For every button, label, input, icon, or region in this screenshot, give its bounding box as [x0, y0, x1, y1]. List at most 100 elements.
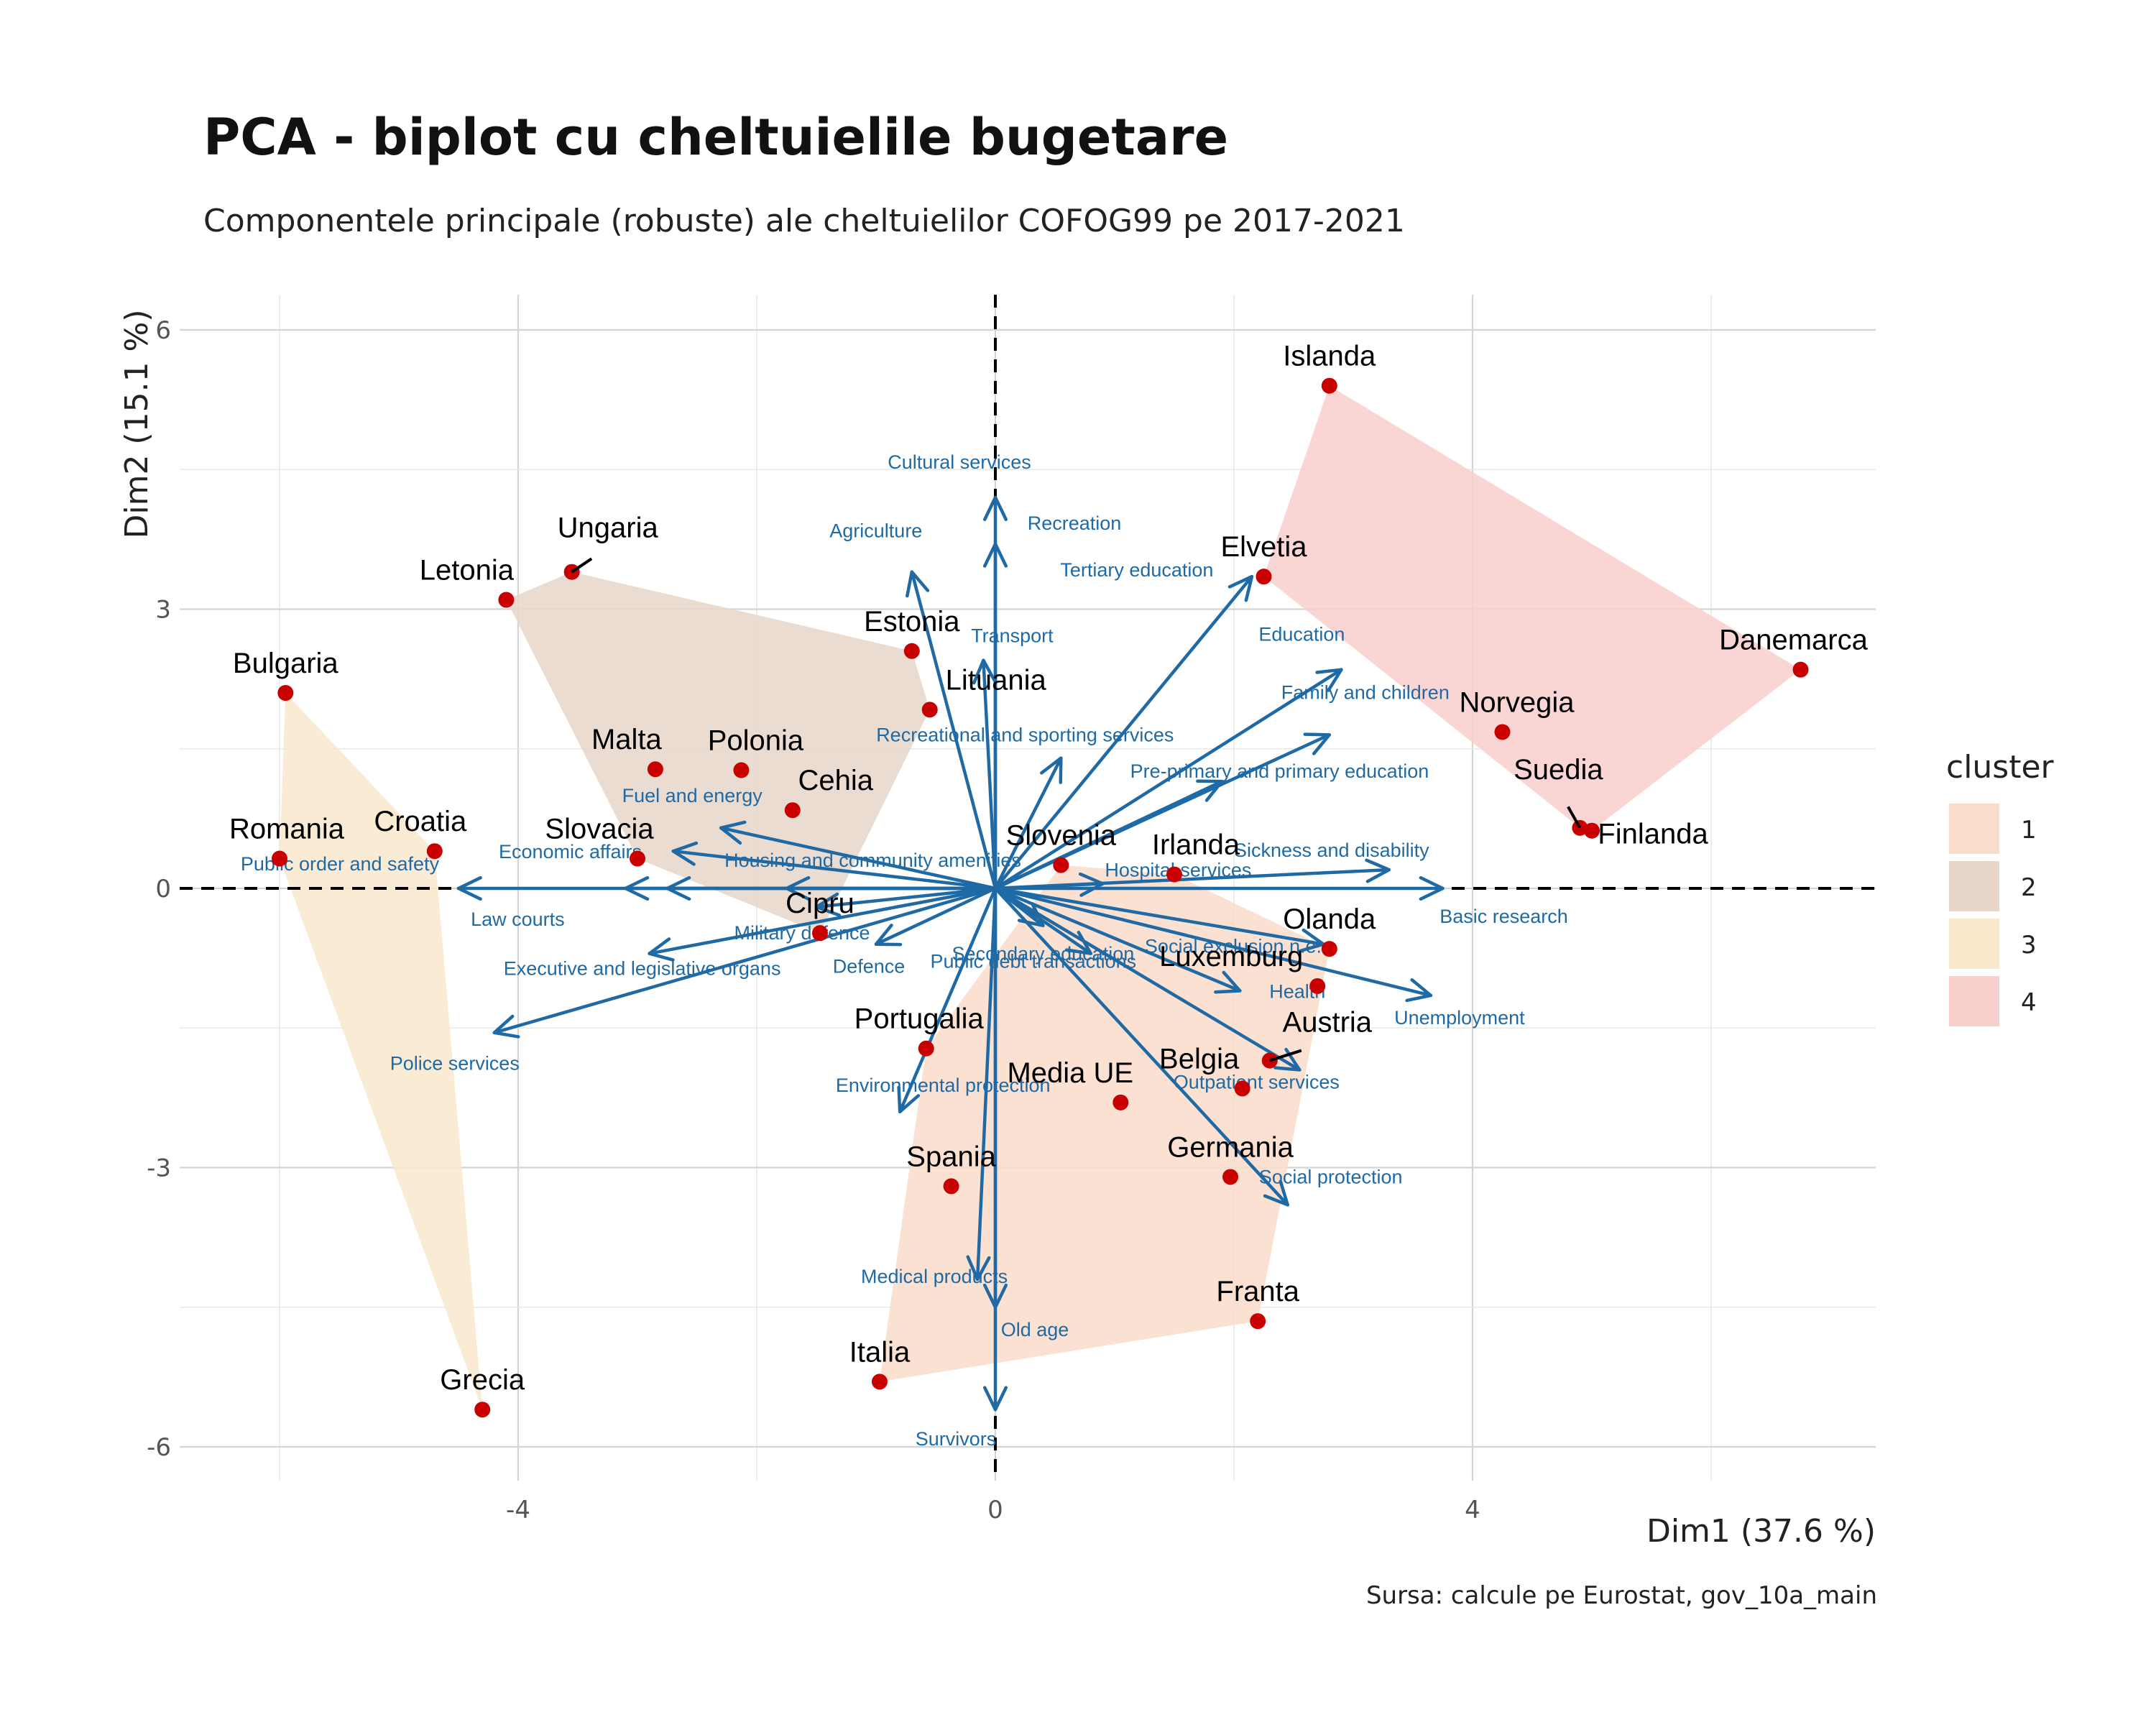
arrow-head — [874, 924, 903, 947]
country-point — [1584, 822, 1600, 839]
arrow-head — [719, 820, 747, 845]
arrow-head — [982, 495, 1008, 521]
variable-label: Old age — [1001, 1319, 1069, 1340]
country-label: Finlanda — [1598, 819, 1708, 850]
legend-key-3 — [1949, 919, 1999, 969]
arrow-shaft — [993, 756, 1063, 891]
arrow-head — [1196, 779, 1224, 802]
cluster-hulls — [280, 385, 1801, 1410]
country-label: Olanda — [1283, 903, 1376, 935]
country-point — [647, 761, 663, 778]
y-tick-label: 0 — [155, 875, 171, 903]
country-label: Media UE — [1007, 1057, 1133, 1089]
variable-label: Tertiary education — [1060, 559, 1213, 581]
arrow-shaft — [993, 779, 1224, 891]
country-point — [277, 685, 294, 702]
legend-label: 3 — [2021, 931, 2037, 960]
y-tick-label: -3 — [147, 1154, 171, 1183]
arrow-shaft — [898, 886, 998, 1114]
country-point — [871, 1374, 888, 1390]
arrow-head — [1040, 756, 1063, 784]
country-point — [1321, 377, 1337, 394]
arrow-shaft — [993, 886, 1433, 998]
country-point — [272, 850, 287, 867]
variable-label: Police services — [390, 1053, 520, 1075]
country-point — [1222, 1169, 1239, 1185]
variable-label: Survivors — [916, 1428, 997, 1450]
arrow-head — [897, 1085, 921, 1114]
country-point — [1250, 1313, 1266, 1330]
country-point — [918, 1040, 934, 1057]
country-point — [1166, 866, 1182, 883]
country-label: Grecia — [440, 1364, 525, 1396]
arrow-head — [1405, 978, 1433, 1003]
country-labels: Islanda Elvetia Danemarca Norvegia Suedia Fin… — [229, 341, 1869, 1396]
country-label: Italia — [849, 1336, 911, 1368]
variable-label: Environmental protection — [836, 1075, 1051, 1096]
arrow-head — [972, 658, 998, 685]
arrow-shaft — [993, 868, 1391, 891]
variable-label: Education — [1258, 624, 1345, 645]
arrow-shaft — [993, 886, 1302, 1072]
arrow-head — [671, 841, 699, 866]
country-label: Luxemburg — [1159, 941, 1303, 972]
country-point — [474, 1402, 491, 1418]
legend: cluster 1 2 3 4 — [1946, 749, 2055, 1026]
arrow-shaft — [993, 886, 1289, 1207]
country-label: Belgia — [1159, 1043, 1240, 1075]
arrow-shaft — [993, 668, 1343, 891]
arrow-head — [982, 1386, 1008, 1412]
country-label: Islanda — [1283, 341, 1376, 372]
country-point — [498, 592, 515, 608]
y-tick-label: 3 — [155, 596, 171, 625]
arrow-shaft — [814, 886, 998, 909]
tick-labels: -4 0 4 -6 -3 0 3 6 — [147, 316, 1480, 1524]
variable-label: Basic research — [1439, 906, 1568, 927]
variable-label: Economic affairs — [499, 841, 642, 862]
country-label: Spania — [906, 1141, 996, 1172]
chart-caption: Sursa: calcule pe Eurostat, gov_10a_main — [1365, 1581, 1877, 1610]
country-point — [1234, 1080, 1250, 1097]
chart-title: PCA - biplot cu cheltuielile bugetare — [203, 108, 1229, 167]
legend-label: 1 — [2021, 816, 2037, 845]
variable-label: Executive and legislative organs — [504, 958, 781, 980]
variable-arrows — [456, 495, 1445, 1412]
country-label: Germania — [1167, 1131, 1294, 1163]
x-axis-title: Dim1 (37.6 %) — [1646, 1513, 1876, 1550]
arrow-head — [492, 1014, 520, 1039]
arrow-head — [966, 1255, 991, 1282]
arrow-head — [982, 542, 1008, 568]
variable-label: Transport — [971, 625, 1054, 647]
arrow-head — [648, 937, 675, 962]
arrow-head — [814, 892, 842, 917]
variable-label: Secondary education — [952, 943, 1135, 965]
cluster-hull-4 — [1263, 385, 1801, 831]
country-label: Ungaria — [558, 512, 659, 544]
arrow-shaft — [982, 658, 998, 891]
country-point — [903, 643, 920, 659]
arrow-shaft — [492, 886, 998, 1034]
country-point — [1256, 569, 1272, 585]
variable-label: Defence — [833, 956, 906, 978]
legend-label: 2 — [2021, 873, 2037, 902]
country-label: Malta — [591, 724, 663, 755]
arrow-head — [1263, 1179, 1289, 1207]
country-point — [426, 843, 443, 860]
country-point — [811, 925, 828, 942]
arrow-shaft — [648, 886, 998, 955]
country-label: Irlanda — [1152, 829, 1240, 861]
arrow-shaft — [874, 886, 998, 946]
variable-label: Agriculture — [829, 520, 922, 542]
country-point — [943, 1178, 959, 1195]
variable-label: Social exclusion n.e.c. — [1145, 936, 1337, 957]
legend-key-1 — [1949, 804, 1999, 854]
country-label: Austria — [1283, 1007, 1373, 1039]
legend-label: 4 — [2021, 988, 2037, 1017]
country-label: Estonia — [864, 606, 960, 638]
country-label: Portugalia — [854, 1003, 985, 1035]
arrow-shaft — [993, 574, 1254, 891]
country-label: Franta — [1216, 1276, 1299, 1307]
arrow-head — [906, 570, 930, 598]
country-point — [1321, 941, 1337, 957]
